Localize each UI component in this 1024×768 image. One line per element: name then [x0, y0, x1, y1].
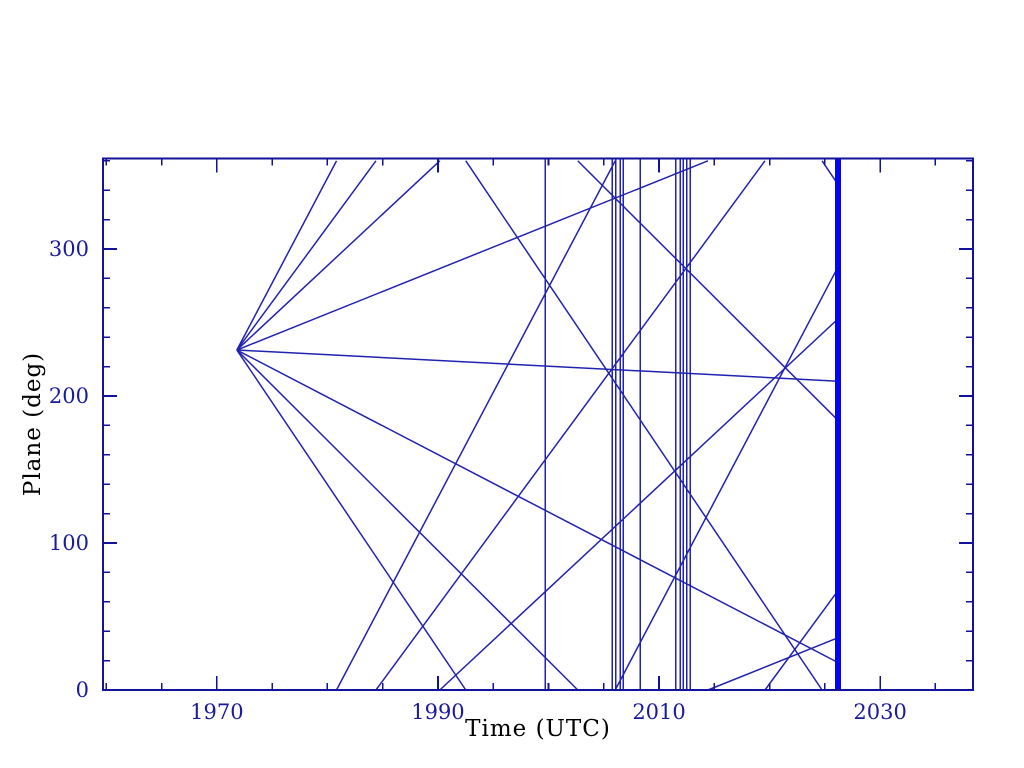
fan-line-segment	[236, 349, 579, 691]
x-tick-label: 2030	[853, 700, 906, 724]
y-tick-label: 0	[76, 678, 89, 702]
y-tick-label: 100	[49, 531, 89, 555]
fan-line-segment	[707, 637, 839, 691]
fan-line-segment	[236, 160, 709, 351]
fan-line-segment	[236, 160, 377, 351]
fan-line-segment	[577, 160, 839, 421]
fan-line-segment	[465, 160, 823, 691]
x-tick-label: 1970	[190, 700, 243, 724]
fan-line-segment	[236, 349, 839, 664]
fan-line-segment	[439, 318, 839, 691]
x-tick-label: 1990	[411, 700, 464, 724]
x-axis-title: Time (UTC)	[465, 716, 611, 742]
y-axis-title: Plane (deg)	[20, 351, 46, 497]
epoch-line	[835, 158, 842, 690]
y-tick-label: 300	[49, 237, 89, 261]
fan-line-segment	[764, 590, 839, 691]
fan-line-segment	[614, 266, 839, 691]
axis-box	[102, 157, 974, 691]
fan-line-segment	[236, 349, 467, 691]
fan-line-segment	[236, 349, 839, 382]
x-tick-label: 2010	[632, 700, 685, 724]
fan-line-segment	[335, 160, 616, 691]
fan-line-segment	[375, 160, 766, 691]
fan-line-segment	[236, 160, 338, 351]
fan-line-segment	[236, 160, 441, 351]
y-tick-label: 200	[49, 384, 89, 408]
